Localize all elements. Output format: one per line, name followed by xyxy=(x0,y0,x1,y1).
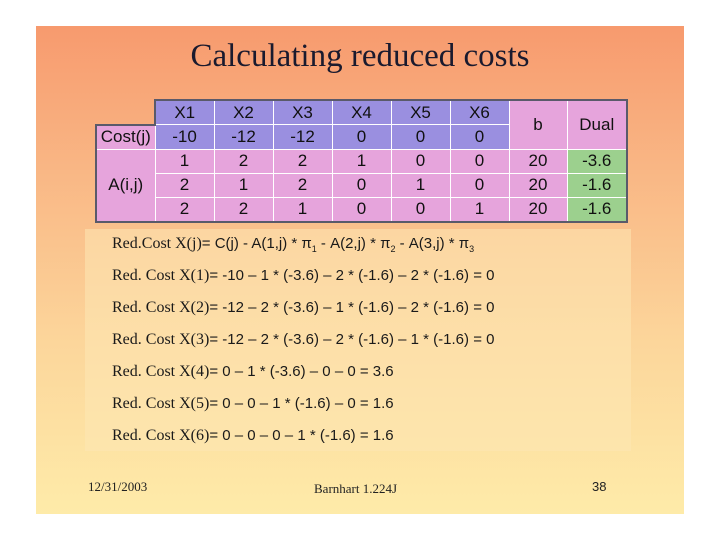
header-cell-b: b xyxy=(508,99,568,150)
a-cell: 2 xyxy=(272,172,333,198)
dual-cell: -1.6 xyxy=(566,172,628,198)
lp-table: X1 X2 X3 X4 X5 X6 b Dual Cost(j) -10 -12… xyxy=(95,99,628,223)
header-cell: X1 xyxy=(154,99,215,125)
equation-label: Red. Cost X(6) xyxy=(112,427,210,444)
formula-sub-1: 1 xyxy=(311,244,317,254)
equation-label: Red. Cost X(4) xyxy=(112,363,210,380)
equation-line: Red. Cost X(1)= -10 – 1 * (-3.6) – 2 * (… xyxy=(112,267,494,285)
a-cell: 2 xyxy=(272,148,333,174)
table-header-row: X1 X2 X3 X4 X5 X6 b Dual xyxy=(96,99,628,150)
header-cell: X3 xyxy=(272,99,333,125)
cost-cell: 0 xyxy=(449,124,510,150)
equation-rhs: = -12 – 2 * (-3.6) – 2 * (-1.6) – 1 * (-… xyxy=(209,331,495,348)
table-row: 2 2 1 0 0 1 20 -1.6 xyxy=(96,196,628,223)
equation-line: Red. Cost X(2)= -12 – 2 * (-3.6) – 1 * (… xyxy=(112,299,494,317)
a-cell: 0 xyxy=(449,148,510,174)
equation-line: Red. Cost X(3)= -12 – 2 * (-3.6) – 2 * (… xyxy=(112,331,494,349)
equation-rhs: = 0 – 0 – 0 – 1 * (-1.6) = 1.6 xyxy=(209,427,394,444)
formula-label: Red.Cost X(j) xyxy=(112,235,202,252)
a-cell: 1 xyxy=(213,172,274,198)
cost-cell: -12 xyxy=(272,124,333,150)
b-cell: 20 xyxy=(508,196,568,223)
equation-rhs: = -12 – 2 * (-3.6) – 1 * (-1.6) – 2 * (-… xyxy=(209,299,495,316)
footer-date: 12/31/2003 xyxy=(88,479,148,494)
formula-rhs-1: = C(j) - A(1,j) * π xyxy=(201,235,312,252)
b-cell: 20 xyxy=(508,148,568,174)
equation-rhs: = 0 – 1 * (-3.6) – 0 – 0 = 3.6 xyxy=(209,363,394,380)
footer-author: Barnhart 1.224J xyxy=(314,481,398,496)
b-cell: 20 xyxy=(508,172,568,198)
slide-title: Calculating reduced costs xyxy=(190,38,530,74)
equation-line: Red. Cost X(5)= 0 – 0 – 1 * (-1.6) – 0 =… xyxy=(112,395,394,413)
a-cell: 1 xyxy=(331,148,392,174)
blank-corner xyxy=(96,100,155,125)
a-cell: 1 xyxy=(272,196,333,223)
equation-rhs: = 0 – 0 – 1 * (-1.6) – 0 = 1.6 xyxy=(209,395,394,412)
equations-panel xyxy=(85,229,631,451)
a-cell: 0 xyxy=(449,172,510,198)
dual-cell: -3.6 xyxy=(566,148,628,174)
formula-line: Red.Cost X(j)= C(j) - A(1,j) * π1 - A(2,… xyxy=(112,235,474,254)
a-cell: 2 xyxy=(213,196,274,223)
dual-cell: -1.6 xyxy=(566,196,628,223)
equation-label: Red. Cost X(3) xyxy=(112,331,210,348)
page-number: 38 xyxy=(592,479,607,494)
cost-cell: 0 xyxy=(390,124,451,150)
a-cell: 2 xyxy=(154,172,215,198)
equation-label: Red. Cost X(2) xyxy=(112,299,210,316)
a-matrix-label: A(i,j) xyxy=(95,148,156,223)
equation-label: Red. Cost X(5) xyxy=(112,395,210,412)
a-cell: 0 xyxy=(390,196,451,223)
a-cell: 0 xyxy=(390,148,451,174)
a-cell: 0 xyxy=(331,196,392,223)
formula-rhs-2: - A(2,j) * π xyxy=(316,235,391,252)
a-cell: 1 xyxy=(390,172,451,198)
formula-sub-2: 2 xyxy=(390,244,396,254)
a-cell: 1 xyxy=(154,148,215,174)
header-cell: X5 xyxy=(390,99,451,125)
equation-line: Red. Cost X(6)= 0 – 0 – 0 – 1 * (-1.6) =… xyxy=(112,427,394,445)
a-cell: 2 xyxy=(213,148,274,174)
a-cell: 0 xyxy=(331,172,392,198)
header-cell: X2 xyxy=(213,99,274,125)
table-row: A(i,j) 1 2 2 1 0 0 20 -3.6 xyxy=(95,148,628,223)
equation-line: Red. Cost X(4)= 0 – 1 * (-3.6) – 0 – 0 =… xyxy=(112,363,394,381)
header-cell: X4 xyxy=(331,99,392,125)
header-cell: X6 xyxy=(449,99,510,125)
formula-rhs-3: - A(3,j) * π xyxy=(395,235,470,252)
cost-cell: 0 xyxy=(331,124,392,150)
header-cell-dual: Dual xyxy=(566,99,628,150)
table-row: 2 1 2 0 1 0 20 -1.6 xyxy=(96,172,628,198)
formula-sub-3: 3 xyxy=(469,244,475,254)
cost-row-label: Cost(j) xyxy=(95,123,156,150)
cost-cell: -12 xyxy=(213,124,274,150)
cost-row: Cost(j) -10 -12 -12 0 0 0 xyxy=(95,123,627,150)
slide: Calculating reduced costs X1 X2 X3 X4 X5… xyxy=(36,26,684,514)
cost-cell: -10 xyxy=(154,124,215,150)
a-cell: 1 xyxy=(449,196,510,223)
equation-rhs: = -10 – 1 * (-3.6) – 2 * (-1.6) – 2 * (-… xyxy=(209,267,495,284)
a-cell: 2 xyxy=(154,196,215,223)
equation-label: Red. Cost X(1) xyxy=(112,267,210,284)
